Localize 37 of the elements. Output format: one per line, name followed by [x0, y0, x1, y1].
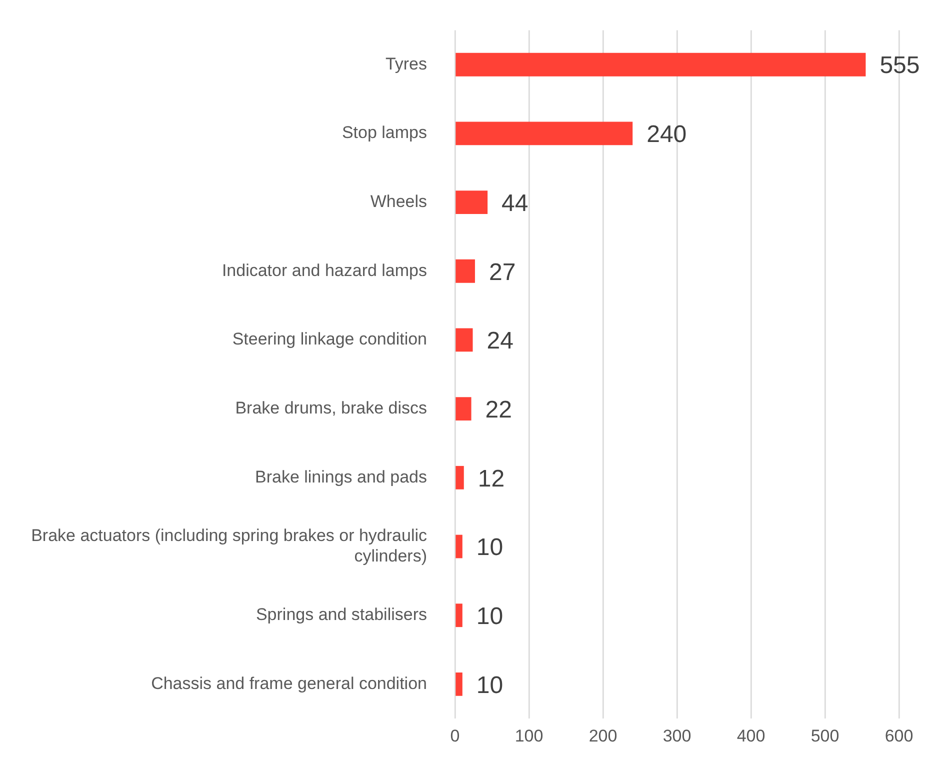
- x-tick-label: 300: [662, 726, 692, 746]
- data-label: 10: [476, 534, 504, 562]
- data-label: 22: [485, 396, 512, 424]
- x-tick-label: 500: [810, 726, 840, 746]
- y-tick-label: Chassis and frame general condition: [151, 674, 427, 693]
- x-tick-label: 400: [736, 726, 766, 746]
- x-tick-label: 600: [884, 726, 914, 746]
- bar: [456, 52, 866, 76]
- bar: [456, 604, 462, 628]
- data-label: 10: [476, 672, 504, 699]
- data-label: 44: [502, 190, 528, 217]
- y-tick-label: Tyres: [385, 54, 427, 74]
- x-tick-label: 200: [588, 726, 618, 746]
- data-label: 10: [476, 602, 504, 630]
- bar: [456, 397, 472, 421]
- y-tick-label: Wheels: [370, 192, 427, 211]
- bar: [456, 328, 473, 352]
- y-tick-label: Brake drums, brake discs: [235, 398, 427, 418]
- bar: [456, 672, 462, 696]
- x-tick-label: 100: [514, 726, 544, 746]
- x-tick-label: 0: [450, 726, 460, 746]
- y-tick-label: Brake actuators (including spring brakes or hydraulic cylinders): [31, 526, 428, 566]
- y-tick-label: Springs and stabilisers: [256, 605, 427, 624]
- bar: [456, 190, 488, 214]
- y-tick-label: Steering linkage condition: [232, 330, 427, 349]
- bar: [456, 534, 462, 558]
- y-tick-label: Stop lamps: [342, 123, 427, 142]
- data-label: 24: [486, 328, 514, 355]
- data-label: 240: [646, 121, 687, 148]
- bar: [456, 122, 633, 146]
- data-label: 27: [488, 258, 516, 286]
- y-tick-label: Brake linings and pads: [254, 467, 427, 486]
- data-label: 12: [478, 465, 505, 492]
- y-tick-label: Indicator and hazard lamps: [222, 260, 427, 280]
- bar: [456, 466, 464, 490]
- data-label: 555: [880, 52, 920, 80]
- bar: [456, 259, 475, 283]
